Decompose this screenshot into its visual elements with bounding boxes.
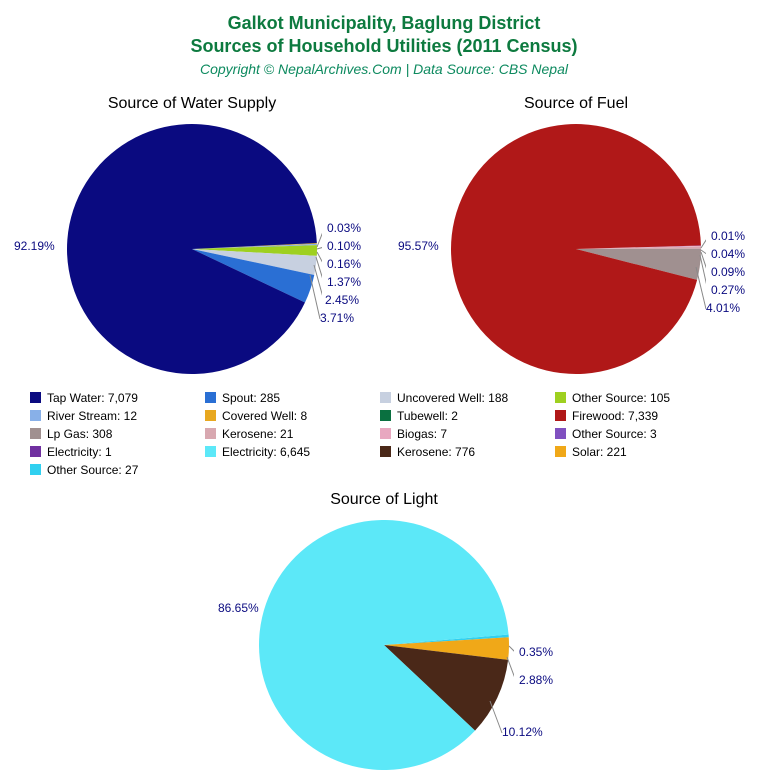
legend-label: Solar: 221: [572, 445, 627, 459]
legend-swatch: [30, 446, 41, 457]
legend-item: Firewood: 7,339: [555, 409, 730, 423]
chart-water-pie: 92.19% 0.03% 0.10% 0.16% 1.37% 2.45% 3.7…: [62, 119, 322, 379]
fuel-label-3: 0.27%: [711, 283, 745, 297]
legend-item: River Stream: 12: [30, 409, 205, 423]
legend-swatch: [555, 446, 566, 457]
legend-swatch: [30, 410, 41, 421]
legend: Tap Water: 7,079 Spout: 285 Uncovered Well…: [30, 391, 738, 481]
legend-swatch: [30, 464, 41, 475]
fuel-label-0: 0.01%: [711, 229, 745, 243]
legend-item: Covered Well: 8: [205, 409, 380, 423]
title-block: Galkot Municipality, Baglung District So…: [0, 0, 768, 77]
legend-label: Electricity: 6,645: [222, 445, 310, 459]
legend-item: Other Source: 27: [30, 463, 205, 477]
legend-swatch: [380, 446, 391, 457]
chart-light: Source of Light 86.65% 0.35% 2.88% 10.12…: [204, 491, 564, 775]
light-main-label: 86.65%: [218, 601, 259, 615]
legend-swatch: [380, 428, 391, 439]
fuel-label-2: 0.09%: [711, 265, 745, 279]
legend-item: Tap Water: 7,079: [30, 391, 205, 405]
legend-label: Other Source: 27: [47, 463, 138, 477]
legend-label: Uncovered Well: 188: [397, 391, 508, 405]
chart-fuel-pie: 95.57% 0.01% 0.04% 0.09% 0.27% 4.01%: [446, 119, 706, 379]
legend-swatch: [205, 392, 216, 403]
title-copyright: Copyright © NepalArchives.Com | Data Sou…: [0, 61, 768, 77]
legend-label: River Stream: 12: [47, 409, 137, 423]
legend-swatch: [205, 446, 216, 457]
legend-swatch: [205, 410, 216, 421]
legend-swatch: [30, 428, 41, 439]
legend-item: Solar: 221: [555, 445, 730, 459]
legend-label: Tap Water: 7,079: [47, 391, 138, 405]
fuel-label-4: 4.01%: [706, 301, 740, 315]
fuel-main-label: 95.57%: [398, 239, 439, 253]
legend-item: Tubewell: 2: [380, 409, 555, 423]
legend-item: Other Source: 105: [555, 391, 730, 405]
chart-light-pie: 86.65% 0.35% 2.88% 10.12%: [254, 515, 514, 775]
legend-label: Tubewell: 2: [397, 409, 458, 423]
water-label-2: 0.16%: [327, 257, 361, 271]
legend-swatch: [555, 428, 566, 439]
water-label-5: 3.71%: [320, 311, 354, 325]
legend-swatch: [380, 410, 391, 421]
chart-water-title: Source of Water Supply: [12, 95, 372, 113]
legend-item: Electricity: 1: [30, 445, 205, 459]
top-charts-row: Source of Water Supply 92.19% 0.03% 0.10…: [0, 95, 768, 379]
legend-item: Lp Gas: 308: [30, 427, 205, 441]
water-main-label: 92.19%: [14, 239, 55, 253]
water-label-4: 2.45%: [325, 293, 359, 307]
light-label-1: 2.88%: [519, 673, 553, 687]
chart-fuel-title: Source of Fuel: [396, 95, 756, 113]
chart-light-title: Source of Light: [204, 491, 564, 509]
title-line1: Galkot Municipality, Baglung District: [0, 12, 768, 35]
legend-label: Kerosene: 776: [397, 445, 475, 459]
legend-swatch: [205, 428, 216, 439]
chart-water: Source of Water Supply 92.19% 0.03% 0.10…: [12, 95, 372, 379]
water-label-0: 0.03%: [327, 221, 361, 235]
legend-label: Spout: 285: [222, 391, 280, 405]
legend-item: Kerosene: 776: [380, 445, 555, 459]
fuel-label-1: 0.04%: [711, 247, 745, 261]
legend-item: Electricity: 6,645: [205, 445, 380, 459]
water-label-1: 0.10%: [327, 239, 361, 253]
legend-item: Kerosene: 21: [205, 427, 380, 441]
legend-label: Other Source: 105: [572, 391, 670, 405]
legend-swatch: [30, 392, 41, 403]
legend-swatch: [555, 410, 566, 421]
water-label-3: 1.37%: [327, 275, 361, 289]
legend-label: Covered Well: 8: [222, 409, 307, 423]
light-label-0: 0.35%: [519, 645, 553, 659]
legend-label: Biogas: 7: [397, 427, 447, 441]
legend-item: Biogas: 7: [380, 427, 555, 441]
legend-label: Firewood: 7,339: [572, 409, 658, 423]
legend-label: Electricity: 1: [47, 445, 112, 459]
title-line2: Sources of Household Utilities (2011 Cen…: [0, 35, 768, 58]
legend-label: Kerosene: 21: [222, 427, 293, 441]
legend-item: Uncovered Well: 188: [380, 391, 555, 405]
legend-label: Other Source: 3: [572, 427, 657, 441]
light-label-2: 10.12%: [502, 725, 543, 739]
legend-swatch: [380, 392, 391, 403]
legend-item: Other Source: 3: [555, 427, 730, 441]
legend-item: Spout: 285: [205, 391, 380, 405]
chart-fuel: Source of Fuel 95.57% 0.01% 0.04% 0.09% …: [396, 95, 756, 379]
legend-label: Lp Gas: 308: [47, 427, 112, 441]
legend-swatch: [555, 392, 566, 403]
